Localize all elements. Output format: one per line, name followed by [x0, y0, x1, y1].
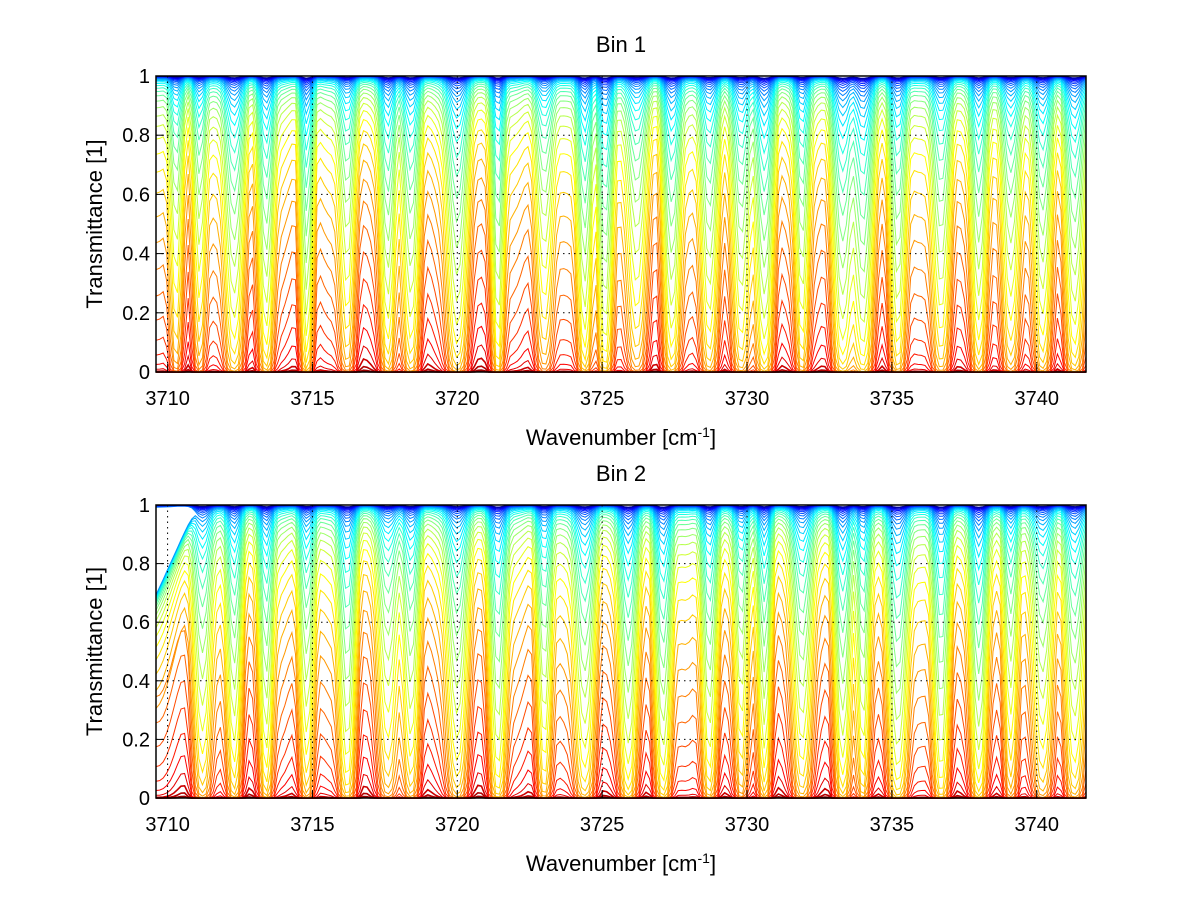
x-tick-label: 3715 — [290, 388, 335, 410]
series-line-13 — [155, 588, 1087, 798]
y-tick-label: 0.4 — [122, 244, 150, 266]
x-axis-label: Wavenumber [cm-1] — [526, 850, 716, 876]
series-line-12 — [155, 177, 1087, 373]
series-line-16 — [155, 118, 1087, 357]
series-line-21 — [155, 88, 1087, 246]
y-tick-labels: 0 0.2 0.4 0.6 0.8 1 — [122, 495, 150, 810]
y-tick-label: 0.2 — [122, 303, 150, 325]
x-tick-label: 3720 — [435, 388, 480, 410]
series-line-28 — [155, 77, 1087, 118]
tick-marks — [156, 504, 1038, 799]
series-line-21 — [155, 517, 1087, 674]
series-line-32 — [156, 505, 1087, 522]
series-line-17 — [155, 109, 1087, 343]
y-tick-label: 0.8 — [122, 554, 150, 576]
axes-frame — [155, 75, 1087, 373]
x-tick-label: 3740 — [1014, 388, 1059, 410]
series-line-14 — [155, 572, 1087, 797]
x-tick-label: 3720 — [435, 814, 480, 836]
series-line-10 — [155, 223, 1087, 373]
y-tick-label: 1 — [139, 495, 150, 517]
x-tick-label: 3730 — [725, 388, 770, 410]
series-line-24 — [155, 81, 1087, 175]
y-axis-label: Transmittance [1] — [82, 567, 107, 736]
series-lines — [155, 75, 1087, 373]
x-tick-label: 3715 — [290, 814, 335, 836]
grid-lines — [156, 76, 1086, 372]
x-tick-label: 3725 — [580, 814, 625, 836]
series-line-28 — [155, 506, 1087, 597]
x-tick-label: 3710 — [145, 388, 190, 410]
series-line-26 — [155, 508, 1087, 599]
series-line-9 — [155, 249, 1087, 373]
x-tick-label: 3710 — [145, 814, 190, 836]
series-line-29 — [156, 77, 1087, 110]
y-tick-label: 0.8 — [122, 125, 150, 147]
series-line-15 — [155, 129, 1087, 366]
x-tick-label: 3735 — [870, 814, 915, 836]
y-tick-label: 0.2 — [122, 729, 150, 751]
series-line-17 — [155, 538, 1087, 770]
series-lines — [155, 504, 1087, 799]
series-line-19 — [155, 96, 1087, 300]
y-tick-label: 0 — [139, 362, 150, 384]
x-tick-label: 3735 — [870, 388, 915, 410]
series-line-30 — [156, 76, 1087, 103]
series-line-26 — [155, 79, 1087, 141]
x-tick-label: 3740 — [1014, 814, 1059, 836]
series-line-22 — [155, 85, 1087, 220]
series-line-13 — [155, 158, 1087, 372]
chart-title: Bin 1 — [596, 32, 646, 57]
y-tick-label: 1 — [139, 66, 150, 88]
x-tick-labels: 3710 3715 3720 3725 3730 3735 3740 — [145, 388, 1059, 410]
y-tick-label: 0 — [139, 788, 150, 810]
series-line-22 — [155, 514, 1087, 649]
series-line-33 — [156, 505, 1087, 519]
series-line-24 — [155, 510, 1087, 604]
series-line-23 — [155, 512, 1087, 625]
series-line-15 — [155, 558, 1087, 793]
series-line-14 — [155, 142, 1087, 371]
series-line-10 — [155, 653, 1087, 799]
y-tick-labels: 0 0.2 0.4 0.6 0.8 1 — [122, 66, 150, 384]
x-axis-label: Wavenumber [cm-1] — [526, 424, 716, 450]
axes-bin-1: 3710 3715 3720 3725 3730 3735 3740 00.20.40.60… — [82, 32, 1087, 450]
series-line-31 — [155, 505, 1087, 527]
series-line-27 — [155, 78, 1087, 129]
series-line-25 — [155, 80, 1087, 157]
y-tick-label: 0.6 — [122, 184, 150, 206]
series-line-19 — [155, 525, 1087, 727]
series-line-20 — [155, 92, 1087, 273]
chart-title: Bin 2 — [596, 461, 646, 486]
series-line-27 — [155, 507, 1087, 598]
grid-lines — [156, 505, 1086, 798]
series-line-30 — [155, 505, 1087, 596]
x-tick-label: 3730 — [725, 814, 770, 836]
tick-marks — [156, 75, 1038, 373]
axes-frame — [155, 504, 1087, 799]
axes-bin-2: 3710 3715 3720 3725 3730 3735 3740 00.20.40.60… — [82, 461, 1087, 876]
series-line-23 — [155, 83, 1087, 196]
series-line-12 — [155, 607, 1087, 799]
x-tick-labels: 3710 3715 3720 3725 3730 3735 3740 — [145, 814, 1059, 836]
series-line-29 — [155, 506, 1087, 596]
x-tick-label: 3725 — [580, 388, 625, 410]
y-tick-label: 0.4 — [122, 671, 150, 693]
series-line-11 — [155, 628, 1087, 799]
series-line-11 — [155, 198, 1087, 373]
series-line-20 — [155, 521, 1087, 701]
series-line-16 — [155, 547, 1087, 784]
series-line-18 — [155, 102, 1087, 323]
series-line-18 — [155, 531, 1087, 750]
y-axis-label: Transmittance [1] — [82, 139, 107, 308]
y-tick-label: 0.6 — [122, 612, 150, 634]
series-line-25 — [155, 509, 1087, 600]
